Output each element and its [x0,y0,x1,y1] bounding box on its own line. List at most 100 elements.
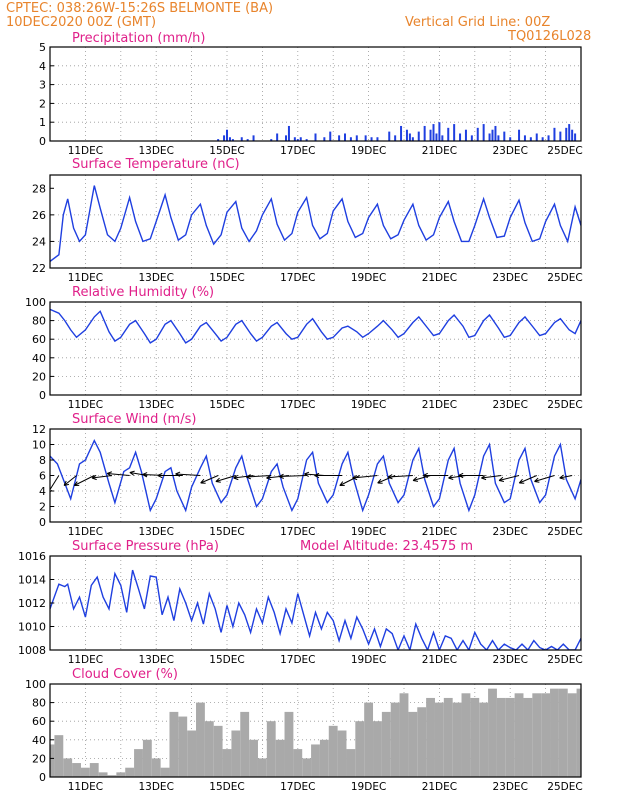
x-tick-label: 19DEC [351,272,386,284]
y-tick-label: 2 [39,501,46,514]
y-tick-label: 2 [39,97,46,110]
precip-bar [323,137,326,141]
precip-bar [252,135,255,141]
x-tick-label: 11DEC [68,145,103,157]
cloud-bar [240,711,250,777]
cloud-bar [328,725,338,777]
cloud-bar [434,702,444,777]
cloud-bar [284,711,294,777]
cloud-bar [417,707,427,777]
x-tick-label: 23DEC [492,654,527,666]
y-tick-label: 40 [32,734,46,747]
plot-area-rh [50,308,581,344]
precip-bar [497,135,500,141]
y-tick-label: 100 [25,678,46,691]
plot-area-precip [217,122,577,141]
wind-vector [91,474,113,481]
x-tick-label: 25DEC [547,145,582,157]
x-tick-label: 25DEC [547,526,582,538]
wind-vector [215,475,236,483]
cloud-bar [426,697,435,777]
precip-bar [276,133,279,141]
precip-bar [518,129,521,141]
precip-bar [441,135,444,141]
precip-bar [228,137,231,141]
precip-bar [226,129,228,141]
x-tick-label: 15DEC [209,145,244,157]
wind-vector [481,474,502,481]
precip-bar [464,129,467,141]
y-tick-label: 0 [39,771,46,784]
cloud-bar [249,739,258,777]
cloud-bar [302,758,312,777]
cloud-bar [63,758,73,777]
precip-bar [293,137,296,141]
precip-bar [296,139,299,141]
y-tick-label: 100 [25,296,46,309]
precip-bar [270,139,273,141]
cloud-bar [125,767,135,777]
x-tick-label: 19DEC [351,526,386,538]
wind-vector [233,474,254,481]
x-tick-label: 13DEC [138,781,173,793]
panel-frame [49,683,582,778]
wind-vector [352,474,378,481]
precip-bar [246,139,249,141]
precip-bar [547,135,550,141]
y-tick-label: 22 [32,262,46,275]
wind-vector [175,471,201,477]
y-tick-label: 28 [32,182,46,195]
x-tick-label: 11DEC [68,399,103,411]
precip-bar [405,129,408,141]
precip-bar [305,139,308,141]
y-tick-label: 4 [39,60,46,73]
precip-bar [509,137,512,141]
cloud-bar [355,721,365,777]
series-line-pres [50,569,581,650]
plot-area-cloud [50,688,581,777]
x-tick-label: 11DEC [68,654,103,666]
cloud-bar [488,688,497,777]
cloud-bar [72,763,81,777]
y-tick-label: 1010 [18,621,46,634]
x-tick-label: 23DEC [492,272,527,284]
wind-vector [246,474,272,480]
precip-bar [388,131,391,141]
wind-vector [423,472,449,479]
x-tick-label: 23DEC [492,526,527,538]
y-tick-label: 0 [39,389,46,402]
panel-wind: 0 2 4 6 8 10 12 11DEC 13DEC 15DEC 17DEC 19DEC 21DEC 2… [32,412,583,538]
y-tick-label: 3 [39,79,46,92]
y-tick-label: 1008 [18,644,46,657]
cloud-bar [178,716,188,777]
series-line-temp [50,185,581,262]
x-tick-label: 25DEC [547,272,582,284]
precip-bar [482,124,485,141]
plot-area-wind [50,438,581,513]
cloud-bar [266,721,276,777]
wind-vector [63,475,77,486]
cloud-bar [337,730,347,777]
precip-bar [429,129,432,141]
x-tick-label: 23DEC [492,399,527,411]
cloud-bar [461,693,471,777]
series-line-wind [50,438,581,513]
panel-frame [49,174,582,269]
y-tick-label: 20 [32,752,46,765]
header-line2-right: TQ0126L028 [508,29,592,44]
precip-bar [541,137,544,141]
cloud-bar [408,711,418,777]
precip-bar [535,133,538,141]
precip-bar [447,127,450,141]
x-tick-label: 17DEC [280,272,315,284]
precip-bar [491,129,494,141]
series-line-rh [50,308,581,344]
panel-rh: 0 20 40 60 80 100 11DEC 13DEC 15DEC 17DEC 19DEC 21D… [25,285,583,411]
wind-vector [387,474,413,480]
wind-vector [200,475,219,484]
cloud-bar [346,749,356,777]
cloud-bar [160,767,170,777]
precip-bar [287,125,290,141]
panel-annotation-pres: Model Altitude: 23.4575 m [300,539,473,554]
